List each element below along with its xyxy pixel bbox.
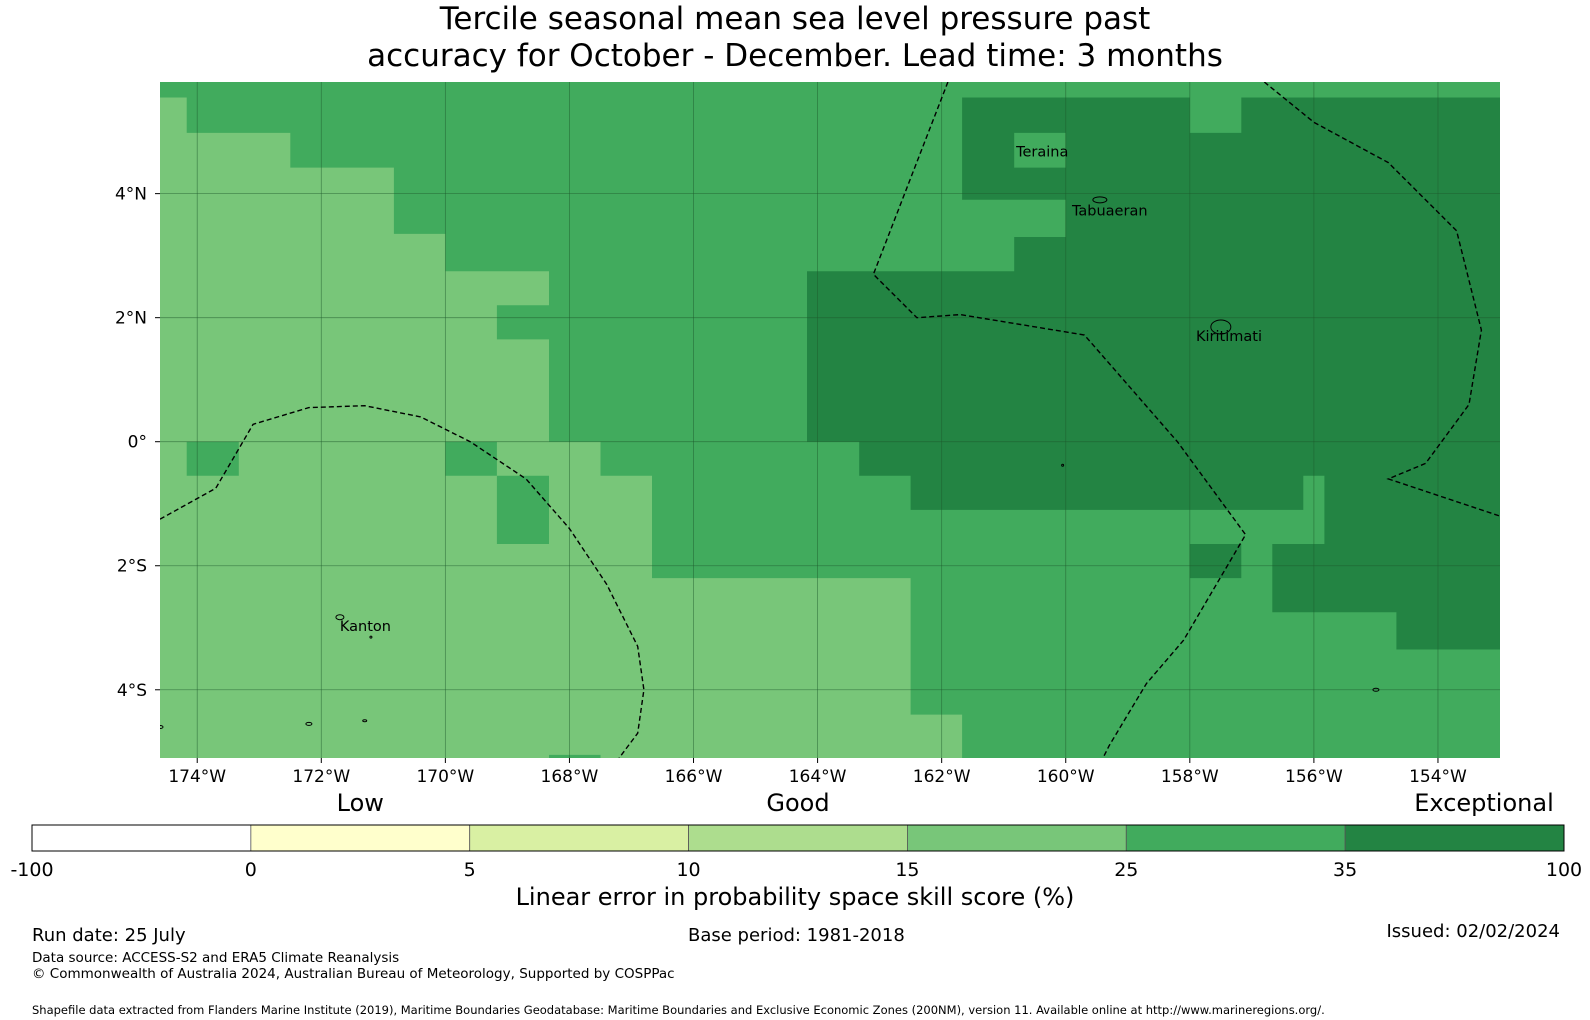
island-outline	[1372, 687, 1380, 692]
island-outline	[160, 724, 164, 729]
latitude-axis: 4°N 2°N 0° 2°S 4°S	[115, 185, 160, 701]
eez-boundary-line	[872, 82, 1247, 758]
colorbar-category-label: Exceptional	[1414, 789, 1554, 817]
shapefile-attribution: Shapefile data extracted from Flanders M…	[32, 1003, 1325, 1017]
lon-tick-label: 166°W	[665, 767, 723, 787]
colorbar-ticks: -100 0 5 10 15 25 35 100	[10, 859, 1582, 881]
run-date: Run date: 25 July	[32, 925, 186, 946]
colorbar-tick-label: 0	[245, 859, 257, 881]
colorbar-bin	[31, 824, 252, 852]
lon-tick-label: 170°W	[416, 767, 474, 787]
colorbar-bin	[907, 824, 1127, 852]
base-period: Base period: 1981-2018	[688, 925, 905, 946]
lon-tick-label: 168°W	[541, 767, 599, 787]
island-outline	[1061, 463, 1065, 467]
place-label: Kanton	[340, 619, 391, 635]
lat-tick-label: 2°N	[115, 309, 147, 329]
colorbar-bin	[1125, 824, 1346, 852]
colorbar	[31, 824, 1565, 852]
lon-tick-label: 172°W	[292, 767, 350, 787]
data-source: Data source: ACCESS-S2 and ERA5 Climate …	[32, 950, 399, 966]
colorbar-tick-label: 25	[1114, 859, 1138, 881]
colorbar-tick-label: -100	[10, 859, 53, 881]
skill-region-7	[1189, 544, 1242, 579]
skill-region-6	[1014, 132, 1066, 168]
title-line-1: Tercile seasonal mean sea level pressure…	[439, 1, 1151, 37]
colorbar-tick-label: 35	[1333, 859, 1357, 881]
graticule	[160, 82, 1500, 758]
lon-tick-label: 158°W	[1161, 767, 1219, 787]
copyright-notice: © Commonwealth of Australia 2024, Austra…	[32, 966, 675, 982]
island-outlines	[160, 196, 1380, 729]
island-outline	[1210, 319, 1232, 335]
island-outline	[1092, 196, 1108, 204]
colorbar-bin	[250, 824, 471, 852]
island-outline	[362, 719, 368, 723]
lat-tick-label: 4°S	[117, 681, 147, 701]
island-outline	[335, 614, 345, 621]
colorbar-bin	[688, 824, 908, 852]
lon-tick-label: 156°W	[1285, 767, 1343, 787]
colorbar-tick-label: 15	[895, 859, 919, 881]
colorbar-bin	[1344, 824, 1565, 852]
lon-tick-label: 164°W	[789, 767, 847, 787]
place-labels: Teraina Tabuaeran Kiritimati Kanton	[340, 144, 1262, 634]
skill-region-layer	[160, 82, 1500, 758]
lon-tick-label: 154°W	[1409, 767, 1467, 787]
place-label: Teraina	[1015, 144, 1068, 160]
colorbar-category-labels: Low Good Exceptional	[337, 789, 1554, 817]
lat-tick-label: 0°	[128, 433, 147, 453]
place-label: Tabuaeran	[1071, 203, 1148, 219]
lat-tick-label: 4°N	[115, 185, 147, 205]
colorbar-bin	[469, 824, 689, 852]
longitude-axis: 174°W 172°W 170°W 168°W 166°W 164°W 162°W 160°W…	[168, 758, 1467, 787]
skill-region-3	[445, 441, 497, 476]
colorbar-tick-label: 10	[676, 859, 700, 881]
maritime-boundaries	[160, 82, 1500, 758]
colorbar-frame	[31, 824, 1565, 852]
title-line-2: accuracy for October - December. Lead ti…	[367, 38, 1223, 74]
lat-tick-label: 2°S	[117, 557, 147, 577]
skill-region-1	[160, 97, 963, 758]
lon-tick-label: 174°W	[168, 767, 226, 787]
island-outline	[305, 721, 313, 726]
lon-tick-label: 162°W	[913, 767, 971, 787]
colorbar-category-label: Low	[337, 789, 384, 817]
island-outline	[369, 635, 373, 639]
place-label: Kiritimati	[1196, 329, 1262, 345]
colorbar-tick-label: 100	[1546, 859, 1582, 881]
lon-tick-label: 160°W	[1037, 767, 1095, 787]
skill-region-5	[807, 97, 1500, 650]
skill-score-map: Teraina Tabuaeran Kiritimati Kanton	[160, 82, 1500, 758]
colorbar-label: Linear error in probability space skill …	[516, 883, 1075, 911]
colorbar-tick-label: 5	[464, 859, 476, 881]
issued-date: Issued: 02/02/2024	[1386, 921, 1560, 942]
skill-region-4	[496, 475, 549, 544]
colorbar-category-label: Good	[766, 789, 829, 817]
eez-boundary-line	[1263, 82, 1500, 517]
eez-boundary-line	[160, 404, 645, 758]
skill-region-2	[186, 441, 239, 476]
